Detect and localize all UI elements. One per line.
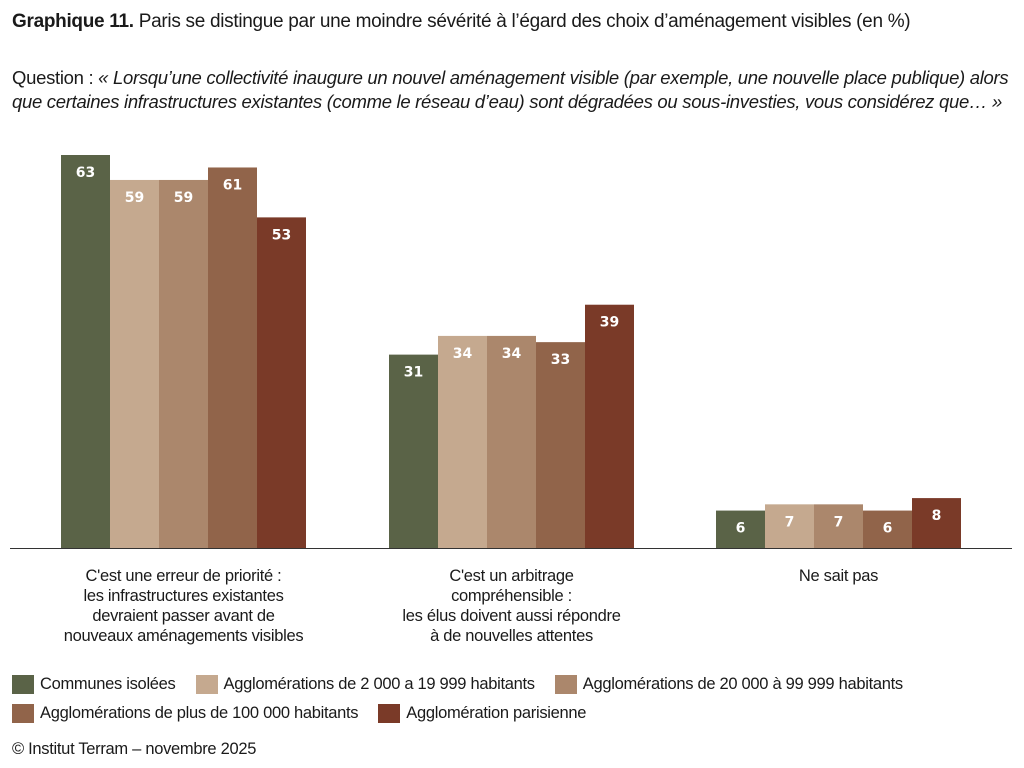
legend-row: Agglomérations de plus de 100 000 habita… [12, 699, 1022, 728]
chart-title-text: Paris se distingue par une moindre sévér… [133, 11, 911, 32]
bar-value-label: 6 [883, 521, 893, 537]
legend-item: Agglomérations de 20 000 à 99 999 habita… [554, 675, 903, 694]
legend-item: Agglomérations de plus de 100 000 habita… [12, 704, 359, 723]
bar-value-label: 33 [551, 352, 570, 368]
bar [716, 510, 765, 548]
bar-value-label: 31 [404, 365, 423, 381]
source-footer: © Institut Terram – novembre 2025 [12, 740, 257, 758]
bar-value-label: 53 [272, 227, 291, 243]
bar [912, 498, 961, 548]
bar-value-label: 7 [785, 514, 795, 530]
legend-label: Agglomérations de plus de 100 000 habita… [40, 704, 359, 722]
legend: Communes isolées Agglomérations de 2 000 … [12, 670, 1022, 728]
legend-label: Communes isolées [40, 675, 176, 693]
bar [208, 167, 257, 548]
bar-value-label: 59 [174, 190, 193, 206]
bar [536, 342, 585, 548]
legend-swatch [12, 704, 34, 723]
legend-label: Agglomérations de 20 000 à 99 999 habita… [582, 675, 903, 693]
bar [814, 504, 863, 548]
bar [487, 335, 536, 548]
bar [257, 217, 306, 548]
legend-swatch [554, 675, 577, 694]
bar [765, 504, 814, 548]
bar-value-label: 39 [600, 315, 619, 331]
bar [389, 354, 438, 548]
category-label: C'est un arbitrage compréhensible : les … [402, 567, 621, 645]
category-label: C'est une erreur de priorité : les infra… [63, 567, 304, 645]
legend-swatch [378, 704, 401, 723]
legend-item: Agglomérations de 2 000 a 19 999 habitan… [195, 675, 536, 694]
bar-chart: 63 59 59 61 53 31 34 34 33 39 6 7 7 6 8 [10, 155, 1012, 549]
bar [585, 304, 634, 548]
bar [159, 179, 208, 548]
bar-value-label: 63 [76, 165, 95, 181]
bar [61, 155, 110, 548]
bar-value-label: 61 [223, 177, 242, 193]
bar [863, 510, 912, 548]
bar-value-label: 34 [502, 346, 522, 362]
bar-value-label: 6 [736, 521, 746, 537]
category-label: Ne sait pas [798, 567, 879, 585]
legend-swatch [195, 675, 218, 694]
legend-item: Agglomération parisienne [378, 704, 586, 723]
legend-label: Agglomérations de 2 000 a 19 999 habitan… [223, 675, 536, 693]
legend-item: Communes isolées [12, 675, 176, 694]
chart-title: Graphique 11. Paris se distingue par une… [12, 10, 912, 34]
question-text: « Lorsqu’une collectivité inaugure un no… [12, 67, 1009, 112]
bar-value-label: 7 [834, 514, 844, 530]
question-prefix: Question : [12, 67, 99, 88]
legend-row: Communes isolées Agglomérations de 2 000 … [12, 670, 1022, 699]
legend-swatch [12, 675, 34, 694]
bar [438, 335, 487, 548]
legend-label: Agglomération parisienne [406, 704, 587, 722]
survey-question: Question : « Lorsqu’une collectivité ina… [12, 66, 1012, 113]
bar [110, 179, 159, 548]
bar-value-label: 34 [453, 346, 473, 362]
chart-title-number: Graphique 11. [12, 11, 134, 32]
bar-value-label: 59 [125, 190, 144, 206]
bar-value-label: 8 [932, 508, 942, 524]
